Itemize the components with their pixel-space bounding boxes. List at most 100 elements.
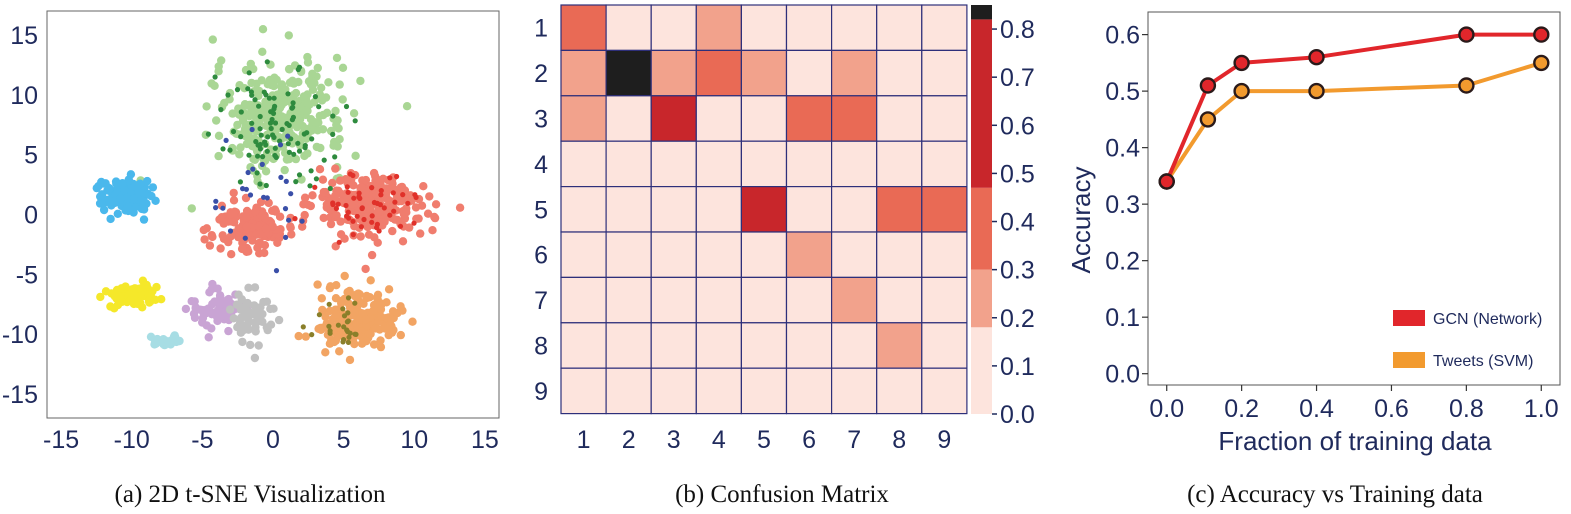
heatmap-cell [921, 367, 968, 415]
tsne-point [95, 199, 105, 208]
tsne-point [242, 139, 252, 149]
tsne-point [273, 268, 280, 274]
legend-swatch [1393, 352, 1425, 368]
tsne-point [411, 203, 421, 212]
tsne-point [259, 161, 265, 167]
tsne-point [375, 176, 384, 185]
y-tick-label: 0.5 [1105, 78, 1140, 106]
tsne-point [200, 235, 209, 244]
tsne-point [405, 200, 411, 206]
tsne-point [257, 113, 263, 120]
tsne-point [394, 173, 400, 180]
tsne-point [249, 308, 259, 317]
tsne-point [244, 283, 253, 292]
tsne-point [238, 116, 248, 125]
tsne-point [301, 106, 311, 116]
heatmap-x-label: 4 [712, 426, 726, 454]
tsne-point [282, 155, 292, 164]
tsne-point [286, 217, 292, 223]
tsne-point [268, 109, 274, 115]
tsne-point [318, 305, 327, 315]
tsne-point [258, 25, 268, 34]
tsne-point [350, 172, 356, 179]
tsne-point [369, 185, 375, 191]
heatmap-cell [740, 49, 788, 97]
tsne-point [419, 182, 428, 191]
heatmap-y-label: 9 [534, 378, 548, 406]
tsne-point [430, 213, 440, 223]
tsne-point [105, 196, 115, 206]
tsne-point [313, 176, 319, 182]
tsne-point [205, 241, 215, 250]
tsne-point [289, 105, 295, 111]
tsne-point [384, 330, 393, 340]
tsne-y-ticks: 15 10 5 0 -5 -10 -15 [2, 22, 38, 409]
tsne-point [223, 295, 232, 305]
tsne-point [257, 146, 263, 152]
tsne-point [361, 315, 370, 324]
tsne-point [369, 340, 379, 349]
tsne-point [301, 131, 307, 137]
tsne-point [284, 31, 293, 40]
tsne-point [217, 213, 226, 222]
tsne-point [277, 142, 284, 148]
tsne-point [377, 202, 383, 208]
tsne-point [272, 120, 279, 126]
tsne-point [286, 222, 295, 231]
heatmap-cell [876, 367, 923, 415]
series-point [1308, 82, 1325, 100]
tsne-point [208, 232, 217, 242]
tsne-point [283, 178, 289, 184]
tsne-point [230, 128, 237, 135]
tsne-y-tick: -5 [16, 261, 38, 289]
tsne-point [345, 189, 351, 195]
tsne-point [234, 290, 243, 299]
heatmap-cell [695, 95, 742, 142]
tsne-point [257, 126, 263, 132]
tsne-x-tick: -15 [43, 426, 79, 454]
tsne-point [130, 291, 139, 300]
heatmap-x-label: 6 [802, 426, 816, 454]
tsne-point [190, 297, 199, 306]
tsne-point [272, 103, 278, 109]
y-tick-label: 0.6 [1105, 22, 1140, 50]
tsne-point [220, 205, 226, 211]
colorbar-band [971, 269, 992, 328]
tsne-point [263, 325, 272, 335]
colorbar-tick-label: 0.8 [1000, 16, 1035, 44]
tsne-point [294, 331, 303, 341]
tsne-point [425, 192, 434, 201]
heatmap-cell [605, 231, 652, 279]
tsne-point [392, 199, 398, 205]
tsne-point [373, 238, 382, 247]
tsne-point [330, 191, 340, 200]
tsne-point [306, 115, 316, 124]
tsne-point [338, 63, 348, 72]
heatmap-cell [605, 186, 652, 233]
series-point [1199, 111, 1217, 128]
tsne-point [332, 53, 342, 63]
tsne-point [215, 313, 224, 322]
tsne-point [340, 306, 346, 312]
tsne-point [335, 347, 344, 356]
heatmap-cell [560, 186, 607, 233]
heatmap-cell [650, 4, 697, 52]
heatmap-cell [650, 186, 697, 233]
heatmap-cell [921, 231, 968, 279]
tsne-point [238, 337, 247, 347]
colorbar-band [971, 327, 992, 414]
tsne-point [391, 208, 397, 214]
heatmap-cell [740, 140, 788, 188]
tsne-point [371, 324, 380, 333]
heatmap-cell [830, 95, 878, 142]
tsne-point [237, 179, 243, 185]
tsne-point [218, 107, 224, 113]
series-point [1233, 54, 1250, 72]
tsne-point [148, 183, 158, 192]
tsne-point [313, 63, 322, 73]
tsne-point [276, 88, 286, 97]
tsne-y-tick: -15 [2, 381, 38, 409]
heatmap-cell [605, 322, 652, 369]
heatmap-cell [876, 186, 923, 233]
heatmap-cell [650, 322, 697, 369]
